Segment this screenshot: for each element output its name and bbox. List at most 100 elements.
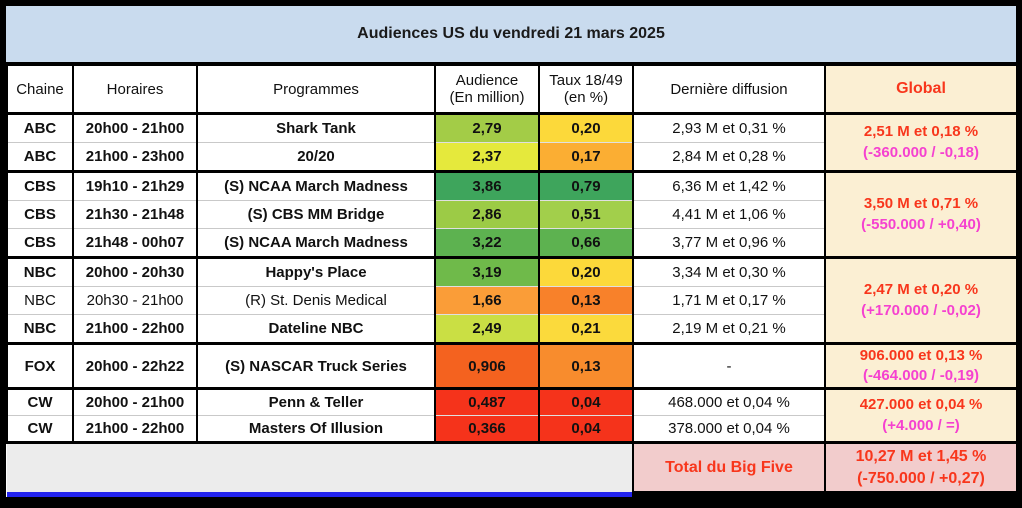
cell-taux: 0,13 <box>538 342 634 389</box>
table-row: ABC 20h00 - 21h00 Shark Tank 2,79 0,20 2… <box>6 112 1018 172</box>
cell-global-fox: 906.000 et 0,13 % (-464.000 / -0,19) <box>824 342 1018 389</box>
cell-diffusion: 3,34 M et 0,30 % <box>632 256 826 287</box>
cell-audience: 2,37 <box>434 142 540 172</box>
global-value: 2,51 M et 0,18 % <box>863 123 979 141</box>
global-delta: (+170.000 / -0,02) <box>861 301 981 319</box>
header-diffusion: Dernière diffusion <box>632 66 826 115</box>
cell-horaires: 21h00 - 22h00 <box>72 314 198 344</box>
table-row: NBC 20h00 - 20h30 Happy's Place 3,19 0,2… <box>6 256 1018 344</box>
header-global: Global <box>824 66 1018 115</box>
cell-diffusion: 2,93 M et 0,31 % <box>632 112 826 143</box>
cell-chaine: NBC <box>6 286 74 315</box>
cell-chaine: CBS <box>6 200 74 229</box>
cell-diffusion: 3,77 M et 0,96 % <box>632 228 826 258</box>
total-delta: (-750.000 / +0,27) <box>857 469 985 487</box>
cell-taux: 0,79 <box>538 170 634 201</box>
total-value: 10,27 M et 1,45 % <box>855 447 987 465</box>
cell-taux: 0,13 <box>538 286 634 315</box>
cell-chaine: NBC <box>6 256 74 287</box>
cell-programme: 20/20 <box>196 142 436 172</box>
cell-programme: (S) CBS MM Bridge <box>196 200 436 229</box>
global-value: 3,50 M et 0,71 % <box>863 195 979 213</box>
global-delta: (-464.000 / -0,19) <box>863 367 979 384</box>
cell-programme: (S) NCAA March Madness <box>196 228 436 258</box>
cell-global-abc: 2,51 M et 0,18 % (-360.000 / -0,18) <box>824 112 1018 172</box>
table-row: ABC 21h00 - 23h00 20/20 2,37 0,17 2,84 M… <box>6 142 1017 172</box>
cell-diffusion: 4,41 M et 1,06 % <box>632 200 826 229</box>
cell-horaires: 20h00 - 21h00 <box>72 387 198 416</box>
table-row: NBC 21h00 - 22h00 Dateline NBC 2,49 0,21… <box>6 314 1017 344</box>
cell-diffusion: 468.000 et 0,04 % <box>632 387 826 416</box>
table-row: CBS 19h10 - 21h29 (S) NCAA March Madness… <box>6 170 1018 258</box>
header-chaine: Chaine <box>6 66 74 115</box>
global-delta: (+4.000 / =) <box>882 416 960 434</box>
cell-audience: 2,86 <box>434 200 540 229</box>
cell-programme: Penn & Teller <box>196 387 436 416</box>
global-value: 427.000 et 0,04 % <box>859 396 983 414</box>
total-label: Total du Big Five <box>632 441 826 497</box>
cell-taux: 0,04 <box>538 415 634 443</box>
table-row: NBC 20h30 - 21h00 (R) St. Denis Medical … <box>6 286 1017 315</box>
cell-audience: 2,49 <box>434 314 540 344</box>
header-audience: Audience (En million) <box>434 66 540 115</box>
cell-chaine: FOX <box>6 342 74 389</box>
cell-chaine: CBS <box>6 228 74 258</box>
header-taux-line2: (en %) <box>563 89 609 106</box>
global-value: 906.000 et 0,13 % <box>859 346 983 364</box>
total-row: Total du Big Five 10,27 M et 1,45 % (-75… <box>7 441 1018 497</box>
cell-chaine: NBC <box>6 314 74 344</box>
header-taux: Taux 18/49 (en %) <box>538 66 634 115</box>
audiences-table: Chaine Horaires Programmes Audience (En … <box>6 66 1018 497</box>
cell-horaires: 19h10 - 21h29 <box>72 170 198 201</box>
cell-audience: 0,487 <box>434 387 540 416</box>
cell-horaires: 20h30 - 21h00 <box>72 286 198 315</box>
header-horaires: Horaires <box>72 66 198 115</box>
cell-programme: Shark Tank <box>196 112 436 143</box>
cell-chaine: CW <box>6 387 74 416</box>
cell-chaine: CW <box>6 415 74 443</box>
cell-audience: 2,79 <box>434 112 540 143</box>
table-title: Audiences US du vendredi 21 mars 2025 <box>6 6 1016 66</box>
cell-taux: 0,51 <box>538 200 634 229</box>
cell-programme: Masters Of Illusion <box>196 415 436 443</box>
cell-horaires: 20h00 - 21h00 <box>72 112 198 143</box>
cell-horaires: 21h30 - 21h48 <box>72 200 198 229</box>
cell-audience: 3,86 <box>434 170 540 201</box>
global-value: 2,47 M et 0,20 % <box>863 281 979 299</box>
cell-horaires: 21h48 - 00h07 <box>72 228 198 258</box>
cell-horaires: 20h00 - 22h22 <box>72 342 198 389</box>
table-row: CBS 21h48 - 00h07 (S) NCAA March Madness… <box>6 228 1017 258</box>
cell-taux: 0,21 <box>538 314 634 344</box>
cell-global-cbs: 3,50 M et 0,71 % (-550.000 / +0,40) <box>824 170 1018 258</box>
cell-programme: (S) NASCAR Truck Series <box>196 342 436 389</box>
cell-audience: 3,19 <box>434 256 540 287</box>
cell-programme: (S) NCAA March Madness <box>196 170 436 201</box>
header-taux-line1: Taux 18/49 <box>549 72 623 89</box>
cell-programme: (R) St. Denis Medical <box>196 286 436 315</box>
header-row: Chaine Horaires Programmes Audience (En … <box>6 66 1018 115</box>
cell-audience: 3,22 <box>434 228 540 258</box>
empty-cells-area <box>7 441 634 497</box>
cell-programme: Dateline NBC <box>196 314 436 344</box>
global-delta: (-360.000 / -0,18) <box>863 143 979 161</box>
total-global: 10,27 M et 1,45 % (-750.000 / +0,27) <box>824 441 1018 497</box>
header-audience-line2: (En million) <box>449 89 525 106</box>
cell-audience: 1,66 <box>434 286 540 315</box>
table-row: CBS 21h30 - 21h48 (S) CBS MM Bridge 2,86… <box>6 200 1017 229</box>
cell-audience: 0,906 <box>434 342 540 389</box>
cell-global-nbc: 2,47 M et 0,20 % (+170.000 / -0,02) <box>824 256 1018 344</box>
cell-taux: 0,20 <box>538 112 634 143</box>
cell-taux: 0,20 <box>538 256 634 287</box>
cell-horaires: 20h00 - 20h30 <box>72 256 198 287</box>
cell-diffusion: 1,71 M et 0,17 % <box>632 286 826 315</box>
cell-chaine: CBS <box>6 170 74 201</box>
cell-horaires: 21h00 - 23h00 <box>72 142 198 172</box>
table-row: CW 21h00 - 22h00 Masters Of Illusion 0,3… <box>6 415 1017 443</box>
table-row: CW 20h00 - 21h00 Penn & Teller 0,487 0,0… <box>6 387 1018 443</box>
cell-diffusion: 2,84 M et 0,28 % <box>632 142 826 172</box>
header-audience-line1: Audience <box>455 72 519 89</box>
cell-diffusion: 6,36 M et 1,42 % <box>632 170 826 201</box>
cell-diffusion: 2,19 M et 0,21 % <box>632 314 826 344</box>
cell-global-cw: 427.000 et 0,04 % (+4.000 / =) <box>824 387 1018 443</box>
